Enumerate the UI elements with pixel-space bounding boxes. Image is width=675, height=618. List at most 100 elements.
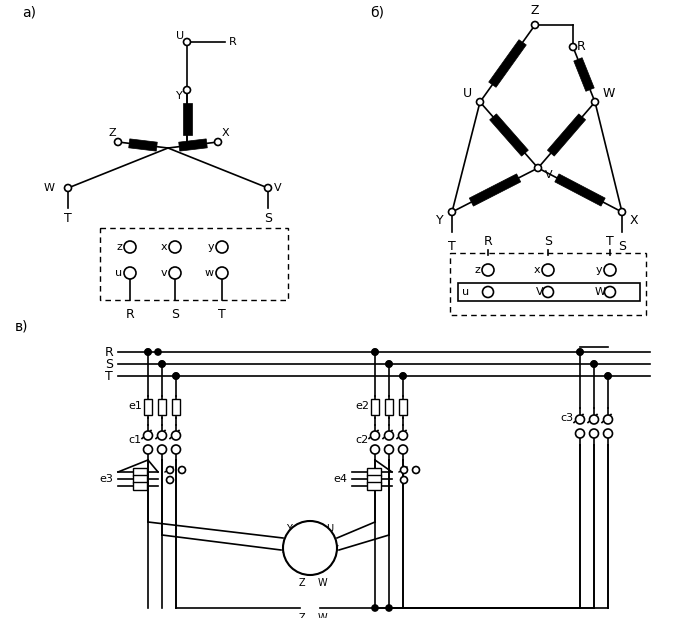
Circle shape — [483, 287, 493, 297]
Text: y: y — [207, 242, 214, 252]
Circle shape — [604, 264, 616, 276]
Bar — [144, 399, 152, 415]
Text: а): а) — [22, 5, 36, 19]
Circle shape — [589, 415, 599, 424]
Circle shape — [372, 349, 378, 355]
Text: e2: e2 — [355, 401, 369, 411]
Text: v: v — [161, 268, 167, 278]
Text: R: R — [577, 41, 586, 54]
Circle shape — [412, 467, 419, 473]
Bar — [458, 283, 640, 301]
Text: z: z — [474, 265, 480, 275]
Circle shape — [159, 361, 165, 367]
Bar — [547, 114, 586, 156]
Text: V: V — [332, 545, 339, 555]
Circle shape — [589, 429, 599, 438]
Text: T: T — [64, 212, 72, 225]
Text: e4: e4 — [333, 474, 347, 484]
Circle shape — [144, 431, 153, 440]
Text: W: W — [44, 183, 55, 193]
Text: в): в) — [15, 319, 28, 333]
Bar — [489, 40, 526, 87]
Circle shape — [145, 349, 151, 355]
Text: Z: Z — [531, 4, 539, 17]
Circle shape — [157, 431, 167, 440]
Text: T: T — [606, 235, 614, 248]
Circle shape — [577, 349, 583, 355]
Bar — [367, 482, 381, 490]
Bar — [469, 174, 520, 206]
Text: V: V — [545, 170, 553, 180]
Text: e3: e3 — [99, 474, 113, 484]
Circle shape — [591, 361, 597, 367]
Text: M: M — [304, 535, 315, 548]
Circle shape — [155, 349, 161, 355]
Bar — [172, 399, 180, 415]
Circle shape — [591, 361, 597, 367]
Circle shape — [385, 445, 394, 454]
Text: x: x — [161, 242, 167, 252]
Circle shape — [535, 164, 541, 172]
Circle shape — [576, 429, 585, 438]
Bar — [158, 399, 166, 415]
Circle shape — [157, 445, 167, 454]
Text: U: U — [463, 87, 472, 100]
Circle shape — [531, 22, 539, 28]
Text: T: T — [448, 240, 456, 253]
Circle shape — [167, 476, 173, 483]
Bar — [399, 399, 407, 415]
Circle shape — [398, 445, 408, 454]
Text: Z: Z — [298, 613, 305, 618]
Circle shape — [386, 605, 392, 611]
Text: S: S — [264, 212, 272, 225]
Bar — [489, 114, 529, 156]
Circle shape — [385, 431, 394, 440]
Circle shape — [216, 241, 228, 253]
Text: R: R — [104, 345, 113, 358]
Circle shape — [477, 98, 483, 106]
Bar — [179, 139, 207, 151]
Text: T: T — [218, 308, 226, 321]
Text: U: U — [326, 524, 333, 534]
Bar — [129, 139, 157, 151]
Text: R: R — [229, 37, 237, 47]
Circle shape — [448, 208, 456, 216]
Bar — [450, 253, 646, 315]
Bar — [133, 468, 147, 476]
Circle shape — [178, 467, 186, 473]
Text: u: u — [115, 268, 122, 278]
Text: W: W — [603, 87, 616, 100]
Text: W: W — [595, 287, 606, 297]
Bar — [182, 103, 192, 135]
Circle shape — [542, 264, 554, 276]
Bar — [133, 482, 147, 490]
Circle shape — [398, 431, 408, 440]
Circle shape — [386, 361, 392, 367]
Circle shape — [605, 287, 616, 297]
Text: x: x — [533, 265, 540, 275]
Circle shape — [124, 241, 136, 253]
Text: X: X — [630, 214, 639, 227]
Text: Y: Y — [436, 214, 444, 227]
Bar — [100, 228, 288, 300]
Circle shape — [65, 185, 72, 192]
Circle shape — [171, 445, 180, 454]
Text: W: W — [317, 613, 327, 618]
Circle shape — [115, 138, 122, 145]
Bar — [371, 399, 379, 415]
Text: X: X — [222, 128, 230, 138]
Text: w: w — [205, 268, 214, 278]
Circle shape — [124, 267, 136, 279]
Circle shape — [400, 476, 408, 483]
Circle shape — [215, 138, 221, 145]
Circle shape — [173, 373, 179, 379]
Bar — [367, 468, 381, 476]
Bar — [133, 475, 147, 483]
Text: c1: c1 — [128, 435, 141, 445]
Text: S: S — [618, 240, 626, 253]
Circle shape — [577, 349, 583, 355]
Bar — [385, 399, 393, 415]
Circle shape — [216, 267, 228, 279]
Text: Y: Y — [286, 524, 292, 534]
Circle shape — [265, 185, 271, 192]
